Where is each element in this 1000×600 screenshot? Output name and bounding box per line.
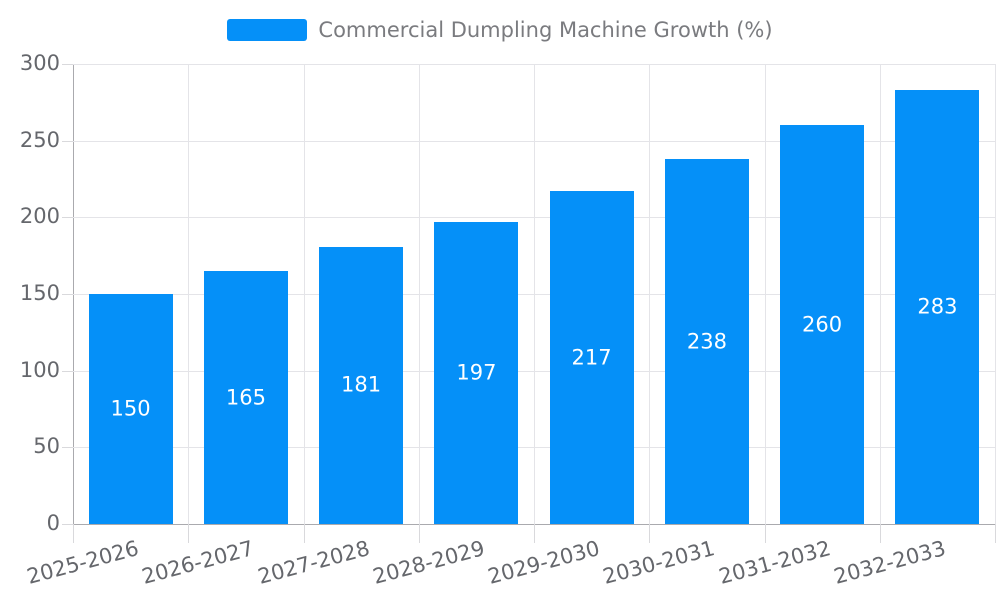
gridline-vertical [303, 64, 305, 524]
bar-value-label: 181 [341, 372, 382, 397]
bar-2027-2028[interactable]: 181 [319, 246, 404, 524]
x-axis-tick [649, 524, 651, 543]
x-axis-tick [188, 524, 190, 543]
bar-value-label: 150 [110, 396, 151, 421]
x-axis-tick [995, 524, 996, 543]
y-axis-label: 50 [33, 434, 60, 459]
bar-2026-2027[interactable]: 165 [203, 271, 288, 524]
x-axis-label: 2032-2033 [831, 536, 949, 589]
x-axis-label: 2030-2031 [600, 536, 718, 589]
legend-label: Commercial Dumpling Machine Growth (%) [318, 18, 773, 42]
gridline-vertical [418, 64, 420, 524]
x-axis-tick [534, 524, 535, 543]
bar-value-label: 217 [571, 345, 612, 370]
y-axis-label: 250 [19, 127, 60, 152]
bar-value-label: 260 [802, 312, 843, 337]
x-axis-tick [764, 524, 766, 543]
x-axis-tick [303, 524, 305, 543]
y-axis-tick [62, 140, 73, 142]
bar-2031-2032[interactable]: 260 [780, 125, 865, 524]
x-axis-label: 2029-2030 [485, 536, 603, 589]
bar-2029-2030[interactable]: 217 [549, 191, 634, 524]
y-axis-tick [62, 64, 73, 65]
y-axis-label: 150 [19, 281, 60, 306]
y-axis-tick [62, 370, 73, 372]
x-axis-label: 2031-2032 [716, 536, 833, 589]
bar-value-label: 238 [686, 329, 727, 354]
bar-2030-2031[interactable]: 238 [664, 159, 749, 524]
bar-value-label: 283 [917, 294, 958, 319]
x-axis-label: 2026-2027 [139, 536, 257, 589]
x-axis-label: 2025-2026 [24, 536, 142, 589]
x-axis-tick [879, 524, 881, 543]
x-axis-label: 2028-2029 [370, 536, 488, 589]
y-axis-label: 0 [46, 511, 60, 536]
x-axis-label: 2027-2028 [255, 536, 372, 589]
legend-swatch-icon [227, 19, 308, 41]
y-axis-label: 200 [19, 204, 60, 229]
bar-value-label: 165 [225, 385, 266, 409]
y-axis-tick [62, 524, 73, 525]
gridline-vertical [879, 64, 881, 524]
x-axis-tick [418, 524, 420, 543]
gridline-vertical [649, 64, 651, 524]
gridline-vertical [995, 64, 996, 524]
bar-2025-2026[interactable]: 150 [88, 294, 173, 524]
bar-value-label: 197 [456, 360, 497, 385]
y-axis-label: 300 [19, 51, 60, 76]
y-axis-label: 100 [19, 357, 60, 382]
gridline-vertical [534, 64, 535, 524]
bar-2028-2029[interactable]: 197 [434, 221, 519, 524]
y-axis-tick [62, 217, 73, 219]
legend-item[interactable]: Commercial Dumpling Machine Growth (%) [0, 18, 1000, 42]
bar-2032-2033[interactable]: 283 [895, 90, 980, 524]
y-axis-tick [62, 447, 73, 449]
y-axis-tick [62, 294, 73, 295]
x-axis-tick [73, 524, 74, 543]
gridline-vertical [764, 64, 766, 524]
gridline-vertical [188, 64, 190, 524]
